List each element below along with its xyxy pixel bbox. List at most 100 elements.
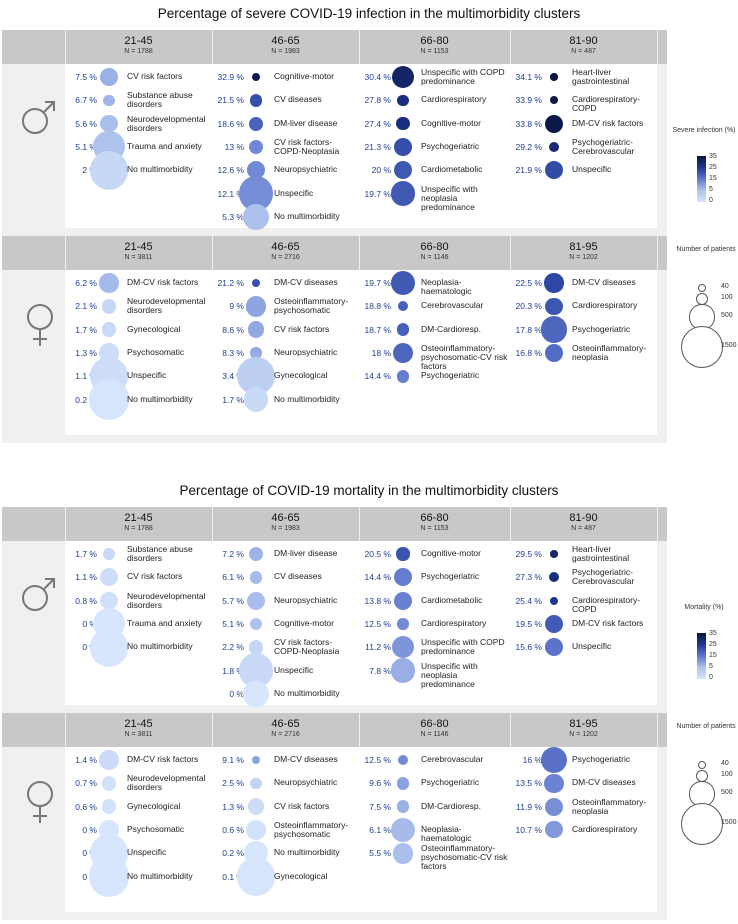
cluster-label: Substance abuse disorders — [127, 90, 193, 110]
data-label-percent: 6.1 % — [369, 824, 391, 835]
cluster-bubble — [243, 681, 269, 707]
cluster-label: Unspecific with COPD predominance — [421, 67, 505, 86]
age-group-header: 66-80 N = 1153 — [359, 30, 510, 64]
size-legend-circle — [695, 769, 709, 783]
chart-title: Percentage of COVID-19 mortality in the … — [179, 483, 559, 498]
cluster-label: DM-CV risk factors — [572, 617, 644, 628]
cluster-bubble — [393, 137, 412, 156]
data-label-percent: 19.5 % — [515, 618, 542, 629]
age-group-n: N = 487 — [571, 525, 596, 532]
cluster-bubble — [545, 821, 563, 839]
cluster-label: DM-Cardioresp. — [421, 800, 481, 811]
color-legend-tick: 5 — [709, 186, 713, 193]
cluster-label: Gynecological — [274, 870, 328, 881]
men-body: 1.7 % Substance abuse disorders 1.1 % CV ri… — [65, 541, 657, 707]
cluster-label: Gynecological — [274, 370, 328, 381]
header-separator — [65, 713, 66, 747]
age-group-n: N = 1146 — [420, 254, 449, 261]
cluster-label: Osteoinflammatory-psychosomatic — [274, 819, 349, 839]
cluster-label: Osteoinflammatory-neoplasia — [572, 342, 647, 362]
size-legend-circle — [680, 802, 724, 846]
cluster-bubble — [540, 746, 568, 774]
cluster-label: CV risk factors — [274, 323, 330, 334]
age-group-header: 46-65 N = 1983 — [212, 30, 359, 64]
cluster-bubble — [249, 116, 263, 131]
cluster-label: CV risk factors — [127, 71, 183, 81]
data-label-percent: 33.8 % — [515, 118, 542, 129]
data-label-percent: 27.8 % — [364, 95, 391, 106]
data-label-percent: 25.4 % — [515, 595, 542, 606]
header-separator — [212, 507, 213, 541]
cluster-label: DM-Cardioresp. — [421, 323, 481, 334]
cluster-label: CV risk factors — [274, 800, 330, 811]
age-group-label: 81-90 — [569, 35, 598, 47]
cluster-label: Cognitive-motor — [421, 117, 481, 128]
data-label-percent: 0.7 % — [75, 778, 97, 789]
cluster-bubble — [245, 819, 267, 841]
cluster-bubble — [396, 117, 410, 131]
data-label-percent: 7.2 % — [222, 549, 244, 559]
age-group-label: 46-65 — [271, 718, 300, 730]
cluster-bubble — [249, 617, 263, 631]
age-group-n: N = 487 — [571, 48, 596, 55]
data-label-percent: 18.7 % — [364, 324, 391, 335]
data-label-percent: 21.3 % — [364, 141, 391, 152]
data-label-percent: 0 % — [82, 824, 97, 835]
age-group-header: 46-65 N = 2716 — [212, 713, 359, 747]
size-legend-circle — [680, 325, 724, 369]
cluster-bubble — [247, 321, 265, 338]
cluster-label: DM-CV diseases — [572, 777, 636, 788]
men-body: 7.5 % CV risk factors 6.7 % Substance abuse… — [65, 64, 657, 230]
cluster-label: Neuropsychiatric — [274, 164, 338, 175]
header-separator — [65, 30, 66, 64]
data-label-percent: 20 % — [371, 165, 391, 176]
data-label-percent: 1.3 % — [75, 347, 97, 358]
age-group-header: 81-90 N = 487 — [510, 30, 657, 64]
men-header-row: 21-45 N = 1788 46-65 N = 1983 66-80 N = 1153 8… — [2, 30, 667, 64]
data-label-percent: 18.8 % — [364, 301, 391, 312]
data-label-percent: 0.1 % — [222, 871, 244, 882]
cluster-bubble — [100, 591, 118, 610]
header-separator — [359, 507, 360, 541]
color-legend-tick: 0 — [709, 197, 713, 204]
data-label-percent: 18 % — [371, 347, 391, 358]
women-body: 1.4 % DM-CV risk factors 0.7 % Neurodevelop… — [65, 746, 657, 912]
cluster-bubble — [99, 750, 119, 770]
cluster-bubble — [236, 857, 276, 896]
data-label-percent: 7.5 % — [369, 801, 391, 812]
header-separator — [65, 507, 66, 541]
data-label-percent: 30.4 % — [364, 72, 391, 82]
cluster-label: Neuropsychiatric — [274, 346, 338, 357]
cluster-label: DM-CV diseases — [572, 277, 636, 287]
color-legend-tick: 15 — [709, 175, 717, 182]
cluster-label: Cerebrovascular — [421, 300, 484, 311]
header-separator — [359, 236, 360, 270]
cluster-label: Psychogeriatric — [421, 777, 480, 788]
data-label-percent: 6.1 % — [222, 572, 244, 583]
data-label-percent: 0.6 % — [75, 801, 97, 812]
data-label-percent: 2.1 % — [75, 301, 97, 312]
age-group-n: N = 1202 — [569, 731, 598, 738]
age-group-n: N = 1153 — [420, 525, 449, 532]
data-label-percent: 14.4 % — [364, 371, 391, 382]
data-label-percent: 5.5 % — [369, 848, 391, 859]
cluster-label: Unspecific — [127, 847, 167, 858]
cluster-label: Cardiometabolic — [421, 594, 483, 605]
age-group-n: N = 1788 — [124, 525, 153, 532]
size-legend-circle — [695, 292, 709, 306]
header-separator — [510, 236, 511, 270]
data-label-percent: 2.2 % — [222, 642, 244, 653]
cluster-bubble — [548, 572, 560, 583]
cluster-bubble — [545, 297, 563, 315]
cluster-label: DM-CV risk factors — [572, 117, 644, 128]
age-group-label: 81-90 — [569, 512, 598, 524]
age-group-n: N = 1788 — [124, 48, 153, 55]
cluster-bubble — [88, 856, 130, 897]
age-group-header: 66-80 N = 1146 — [359, 236, 510, 270]
data-label-percent: 8.3 % — [222, 347, 244, 358]
age-group-n: N = 1146 — [420, 731, 449, 738]
cluster-label: DM-liver disease — [274, 117, 338, 128]
cluster-bubble — [249, 570, 263, 584]
women-body: 6.2 % DM-CV risk factors 2.1 % Neurodevelop… — [65, 270, 657, 435]
cluster-bubble — [544, 614, 563, 633]
